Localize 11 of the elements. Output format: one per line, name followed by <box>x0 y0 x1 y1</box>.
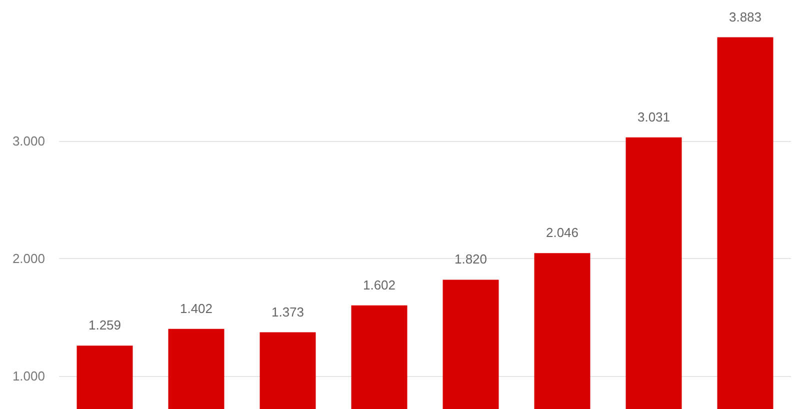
data-label: 2.046 <box>546 225 579 240</box>
data-label: 1.602 <box>362 277 396 292</box>
data-label: 1.373 <box>271 304 304 320</box>
y-tick-label: 1.000 <box>12 368 45 384</box>
data-label: 1.820 <box>454 252 488 267</box>
y-tick-label: 3.000 <box>12 134 45 149</box>
data-label: 1.402 <box>180 300 213 316</box>
data-label: 1.259 <box>88 318 122 333</box>
data-label: 3.883 <box>728 9 762 24</box>
data-label: 3.031 <box>637 109 670 124</box>
y-tick-label: 2.000 <box>12 251 45 266</box>
